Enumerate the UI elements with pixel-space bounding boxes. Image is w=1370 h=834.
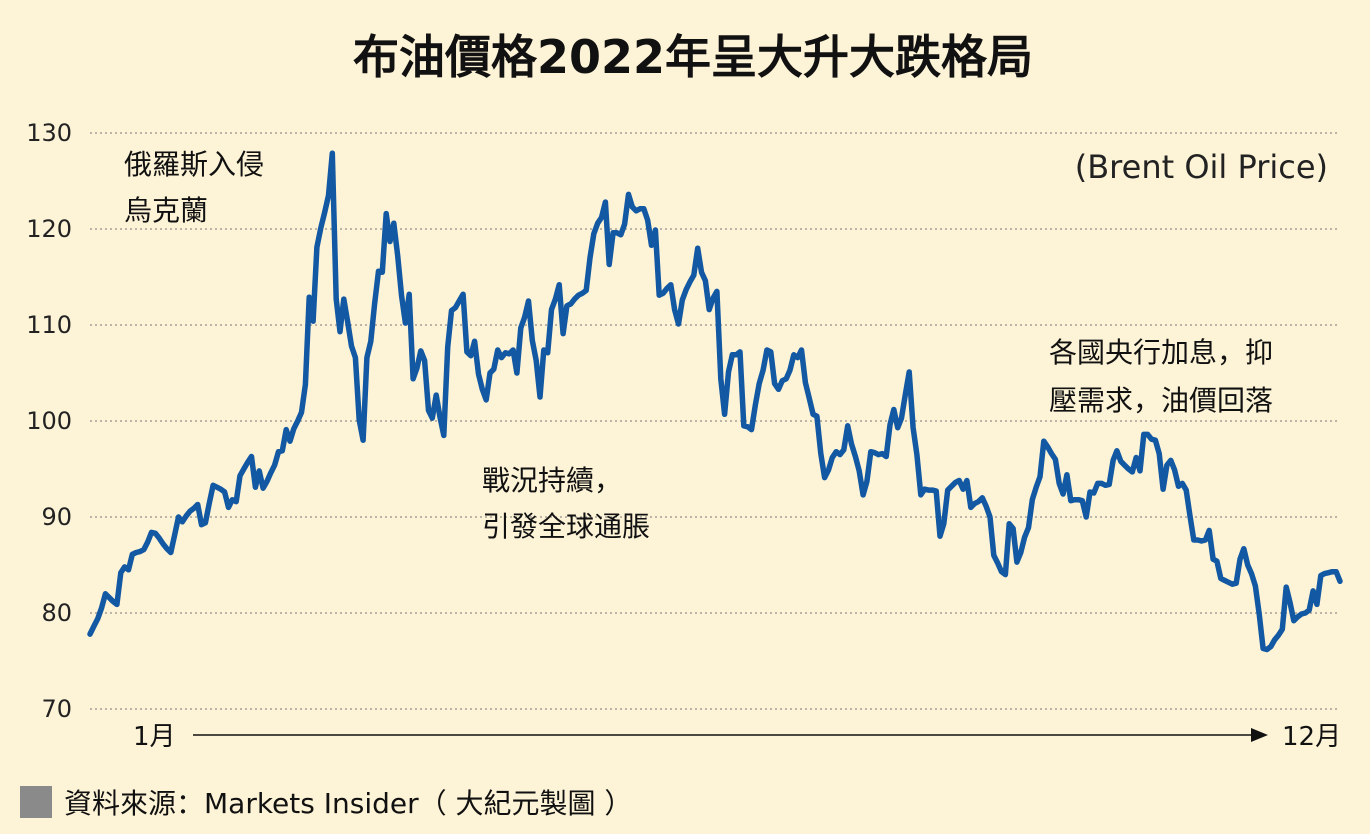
gridlines [90,132,1340,710]
chart-title: 布油價格2022年呈大升大跌格局 [353,30,1033,84]
y-tick-label-120: 120 [26,215,72,243]
x-axis-end-label: 12月 [1282,722,1341,752]
y-tick-label-70: 70 [41,695,72,723]
source-square-icon [20,786,52,818]
y-tick-label-80: 80 [41,599,72,627]
annotation-war-line-1: 戰況持續， [482,464,622,497]
annotation-ratehike-line-2: 壓需求，油價回落 [1049,384,1273,417]
annotation-invasion-line-1: 俄羅斯入侵 [124,148,264,181]
annotation-ratehike-line-1: 各國央行加息，抑 [1049,336,1273,369]
annotation-war-line-2: 引發全球通脹 [482,510,650,543]
chart-subtitle: (Brent Oil Price) [1075,148,1328,186]
y-tick-label-100: 100 [26,407,72,435]
x-axis-start-label: 1月 [133,722,176,752]
y-tick-label-130: 130 [26,119,72,147]
y-tick-label-90: 90 [41,503,72,531]
source-caption: 資料來源：Markets Insider（ 大紀元製圖 ） [64,787,632,820]
brent-price-line [87,150,1343,653]
y-axis-tick-labels: 130 120 110 100 90 80 70 [26,119,72,723]
x-axis-arrowhead [1251,728,1268,742]
annotation-invasion-line-2: 烏克蘭 [124,194,208,227]
y-tick-label-110: 110 [26,311,72,339]
